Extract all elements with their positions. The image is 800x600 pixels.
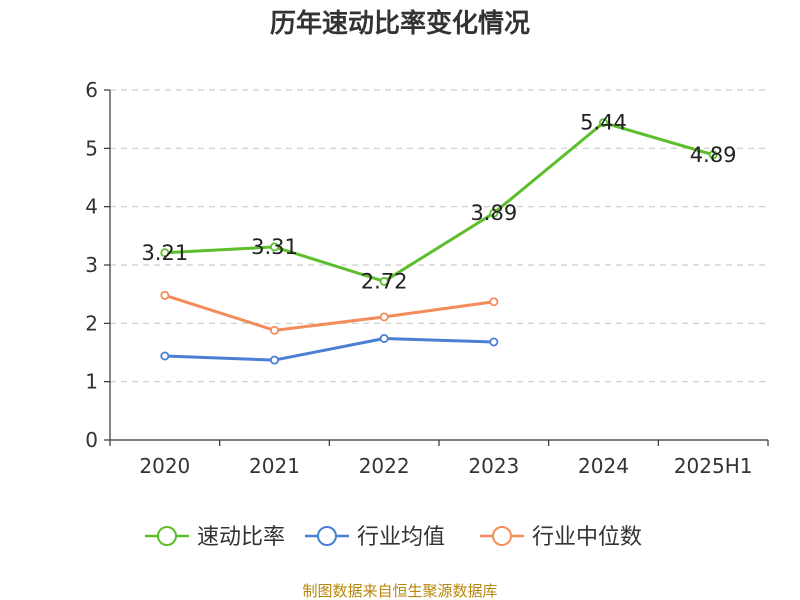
legend-marker (492, 526, 512, 546)
data-point (379, 312, 389, 322)
legend-label: 行业均值 (357, 525, 445, 550)
data-point (269, 325, 279, 335)
data-point (269, 242, 279, 252)
data-point (599, 118, 609, 128)
data-label: 4.89 (690, 143, 737, 167)
y-tick-label: 1 (85, 370, 98, 394)
y-tick-label: 6 (85, 78, 98, 102)
series-line (164, 121, 714, 283)
data-point (160, 248, 170, 258)
chart-title: 历年速动比率变化情况 (270, 8, 530, 39)
series-line (164, 337, 494, 362)
data-point (379, 333, 389, 343)
data-label: 5.44 (580, 111, 627, 135)
legend-item: 速动比率 (145, 525, 285, 550)
data-label: 3.31 (251, 235, 298, 259)
legend-label: 行业中位数 (532, 525, 642, 550)
data-label: 3.21 (141, 241, 188, 265)
data-labels: 3.21 3.31 2.72 3.89 5.44 4.89 (141, 111, 736, 294)
y-tick-label: 5 (85, 136, 98, 160)
data-point (160, 290, 170, 300)
x-tick-label: 2020 (139, 454, 190, 478)
legend-label: 速动比率 (197, 525, 285, 550)
data-point (160, 351, 170, 361)
grid-lines (110, 89, 768, 383)
legend-marker (157, 526, 177, 546)
data-point (708, 150, 718, 160)
y-tick-label: 0 (85, 428, 98, 452)
data-point (269, 355, 279, 365)
data-point (489, 208, 499, 218)
series-layer (160, 118, 718, 365)
source-note: 制图数据来自恒生聚源数据库 (302, 582, 497, 600)
legend-marker (317, 526, 337, 546)
x-tick-label: 2022 (359, 454, 410, 478)
legend-item: 行业中位数 (480, 525, 642, 550)
axes: 0 1 2 3 4 5 6 2020 2021 2022 2023 2024 2025H1 (85, 78, 769, 478)
data-label: 3.89 (470, 201, 517, 225)
x-tick-label: 2023 (468, 454, 519, 478)
legend: 速动比率 行业均值 行业中位数 (145, 525, 642, 550)
data-point (379, 276, 389, 286)
data-point (489, 337, 499, 347)
series-line (164, 293, 495, 332)
x-tick-label: 2024 (578, 454, 629, 478)
legend-item: 行业均值 (305, 525, 445, 550)
data-point (489, 297, 499, 307)
y-tick-label: 2 (85, 311, 98, 335)
data-label: 2.72 (361, 269, 408, 293)
y-tick-label: 4 (85, 195, 98, 219)
y-tick-label: 3 (85, 253, 98, 277)
x-tick-label: 2021 (249, 454, 300, 478)
x-tick-label: 2025H1 (674, 454, 753, 478)
